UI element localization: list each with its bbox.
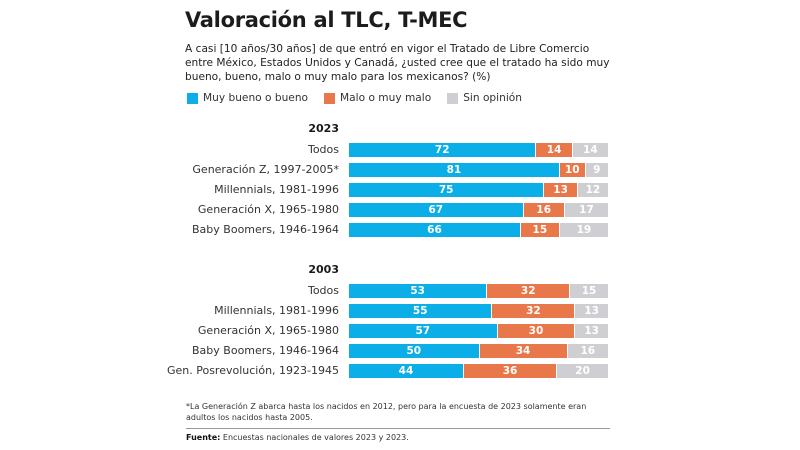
bar-segment-none: 16 — [566, 344, 608, 358]
bar-segment-bad: 30 — [496, 324, 575, 338]
bar-segment-bad: 15 — [519, 223, 559, 237]
bar-row: 57 30 13 — [349, 324, 608, 338]
bar-segment-good: 57 — [349, 324, 497, 338]
data-label: 12 — [585, 184, 601, 196]
data-label: 9 — [593, 164, 601, 176]
row-label: Millennials, 1981-1996 — [214, 304, 339, 317]
data-label: 32 — [526, 305, 541, 317]
row-label: Generación Z, 1997-2005* — [192, 163, 339, 176]
bar-segment-good: 55 — [349, 304, 492, 318]
legend-item-good: Muy bueno o bueno — [187, 92, 308, 104]
chart-title: Valoración al TLC, T-MEC — [185, 8, 468, 32]
legend-item-none: Sin opinión — [447, 92, 522, 104]
row-label: Generación X, 1965-1980 — [197, 324, 339, 337]
row-label: Baby Boomers, 1946-1964 — [192, 344, 339, 357]
bar-segment-good: 44 — [349, 364, 463, 378]
bar-segment-bad: 16 — [522, 203, 564, 217]
data-label: 53 — [410, 285, 425, 297]
bar-segment-none: 15 — [569, 284, 608, 298]
bar-segment-none: 14 — [571, 143, 608, 157]
bar-segment-good: 75 — [349, 183, 544, 197]
bar-segment-none: 9 — [584, 163, 608, 177]
bar-row: 81 10 9 — [349, 163, 608, 177]
row-label: Gen. Posrevolución, 1923-1945 — [166, 364, 339, 377]
bar-segment-none: 17 — [563, 203, 608, 217]
data-label: 66 — [427, 224, 442, 236]
data-label: 15 — [581, 285, 597, 297]
data-label: 75 — [438, 184, 454, 196]
data-label: 17 — [579, 204, 594, 216]
data-label: 15 — [532, 224, 548, 236]
bar-segment-bad: 34 — [478, 344, 567, 358]
bar-segment-good: 72 — [349, 143, 536, 157]
row-label: Todos — [307, 143, 339, 156]
data-label: 16 — [580, 345, 596, 357]
data-label: 10 — [564, 164, 580, 176]
footer-divider — [186, 428, 610, 429]
bar-segment-good: 53 — [349, 284, 487, 298]
bar-row: 66 15 19 — [349, 223, 608, 237]
data-label: 20 — [575, 365, 590, 377]
legend-label-good: Muy bueno o bueno — [203, 92, 309, 104]
legend-swatch-none — [447, 92, 459, 104]
bar-row: 44 36 20 — [349, 364, 608, 378]
bar-row: 55 32 13 — [349, 304, 608, 318]
legend-label-bad: Malo o muy malo — [340, 92, 432, 104]
bar-segment-none: 12 — [576, 183, 608, 197]
bar-segment-none: 13 — [574, 304, 608, 318]
data-label: 13 — [584, 325, 599, 337]
bar-segment-bad: 10 — [558, 163, 585, 177]
legend-label-none: Sin opinión — [463, 92, 522, 104]
bar-segment-good: 66 — [349, 223, 520, 237]
data-label: 67 — [428, 204, 444, 216]
row-label: Baby Boomers, 1946-1964 — [192, 223, 339, 236]
data-label: 57 — [415, 325, 431, 337]
row-label: Millennials, 1981-1996 — [214, 183, 339, 196]
data-label: 81 — [446, 164, 462, 176]
bar-segment-none: 20 — [556, 364, 608, 378]
legend: Muy bueno o bueno Malo o muy malo Sin op… — [187, 92, 522, 104]
section-year-2003: 2003 — [308, 263, 339, 276]
bar-row: 53 32 15 — [349, 284, 608, 298]
bar-segment-good: 67 — [349, 203, 523, 217]
footnote: *La Generación Z abarca hasta los nacido… — [186, 402, 587, 422]
bar-row: 72 14 14 — [349, 143, 608, 157]
data-label: 44 — [398, 365, 414, 377]
bar-row: 75 13 12 — [349, 183, 608, 197]
data-label: 32 — [520, 285, 536, 297]
row-label: Generación X, 1965-1980 — [197, 203, 339, 216]
data-label: 14 — [546, 144, 562, 156]
source-text: Encuestas nacionales de valores 2023 y 2… — [220, 433, 409, 442]
bar-segment-bad: 32 — [491, 304, 575, 318]
source-note: Fuente: Encuestas nacionales de valores … — [186, 433, 409, 442]
bar-segment-bad: 14 — [535, 143, 572, 157]
bar-segment-none: 19 — [558, 223, 608, 237]
bar-row: 67 16 17 — [349, 203, 608, 217]
data-label: 36 — [502, 365, 518, 377]
chart-subtitle: A casi [10 años/30 años] de que entró en… — [185, 43, 610, 83]
data-label: 30 — [528, 325, 544, 337]
bar-segment-good: 50 — [349, 344, 479, 358]
data-label: 16 — [536, 204, 552, 216]
bar-row: 50 34 16 — [349, 344, 608, 358]
bar-segment-bad: 36 — [462, 364, 557, 378]
bar-segment-good: 81 — [349, 163, 559, 177]
data-label: 14 — [583, 144, 598, 156]
data-label: 50 — [406, 345, 422, 357]
bar-segment-none: 13 — [574, 324, 608, 338]
bar-segment-bad: 32 — [486, 284, 570, 298]
bar-segment-bad: 13 — [543, 183, 577, 197]
data-label: 13 — [584, 305, 599, 317]
legend-swatch-good — [187, 92, 198, 104]
data-label: 34 — [515, 345, 531, 357]
data-label: 72 — [434, 144, 450, 156]
legend-item-bad: Malo o muy malo — [324, 92, 431, 104]
data-label: 19 — [576, 224, 592, 236]
source-label: Fuente: — [186, 433, 221, 442]
row-label: Todos — [307, 284, 339, 297]
section-year-2023: 2023 — [308, 122, 339, 135]
data-label: 13 — [553, 184, 568, 196]
legend-swatch-bad — [324, 92, 336, 104]
data-label: 55 — [412, 305, 428, 317]
